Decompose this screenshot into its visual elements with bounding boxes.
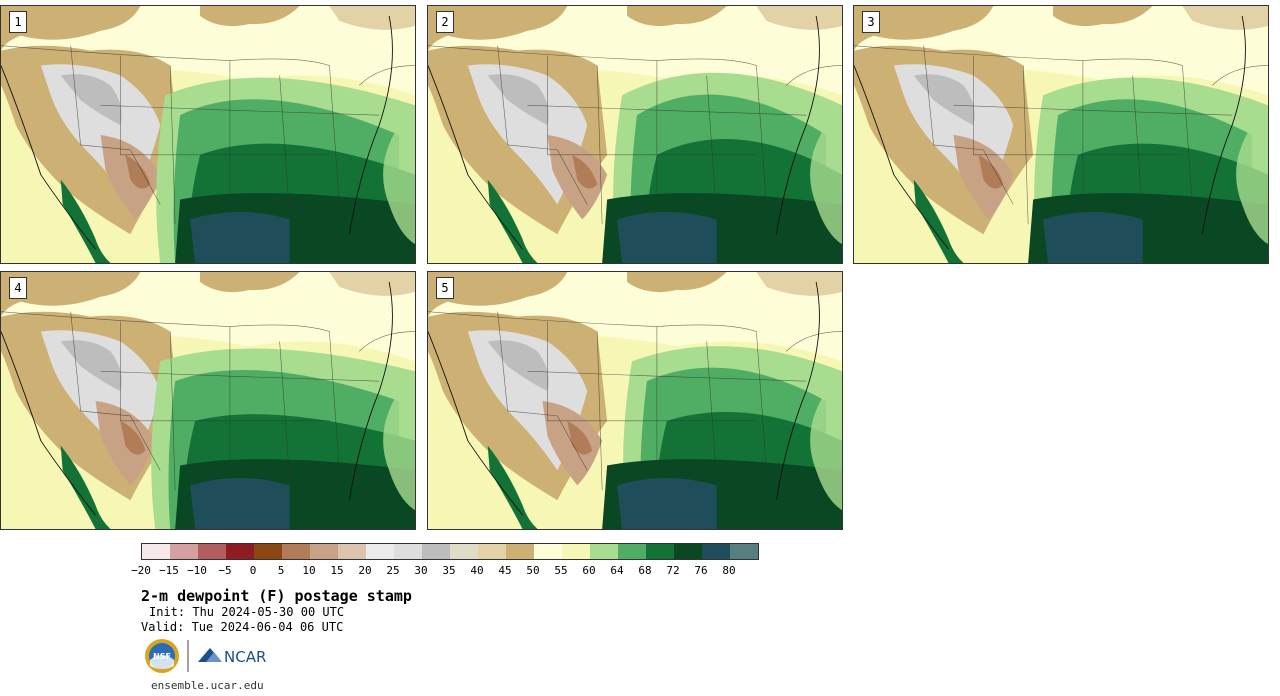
panel-number-label: 1	[9, 11, 27, 33]
colorbar-swatch	[422, 544, 450, 559]
colorbar-tick-label: 55	[554, 564, 568, 577]
map-panel-4[interactable]: 4	[0, 271, 416, 530]
colorbar-swatch	[450, 544, 478, 559]
chart-title: 2-m dewpoint (F) postage stamp	[141, 587, 412, 605]
colorbar-swatch	[618, 544, 646, 559]
colorbar-swatch	[338, 544, 366, 559]
colorbar-swatch	[590, 544, 618, 559]
ncar-wordmark: NCAR	[224, 648, 266, 666]
colorbar-tick-label: 80	[722, 564, 736, 577]
colorbar-tick-label: 5	[277, 564, 285, 577]
colorbar-swatch	[170, 544, 198, 559]
colorbar-tick-label: 72	[666, 564, 680, 577]
map-panel-1[interactable]: 1	[0, 5, 416, 264]
colorbar-swatch	[254, 544, 282, 559]
map-panel-2[interactable]: 2	[427, 5, 843, 264]
nsf-globe-icon: NSF	[145, 639, 179, 673]
colorbar-swatch	[310, 544, 338, 559]
colorbar-tick-label: 60	[582, 564, 596, 577]
dewpoint-map-5	[428, 272, 842, 529]
colorbar-tick-label: 0	[249, 564, 257, 577]
panel-number-label: 4	[9, 277, 27, 299]
nsf-wordmark: NSF	[153, 652, 171, 661]
colorbar-tick-label: 35	[442, 564, 456, 577]
colorbar-tick-label: 10	[302, 564, 316, 577]
colorbar-swatch	[226, 544, 254, 559]
colorbar-tick-label: 76	[694, 564, 708, 577]
colorbar-tick-label: 68	[638, 564, 652, 577]
panel-number-label: 5	[436, 277, 454, 299]
valid-time: Valid: Tue 2024-06-04 06 UTC	[141, 620, 344, 634]
colorbar-swatch	[478, 544, 506, 559]
colorbar-tick-label: 50	[526, 564, 540, 577]
colorbar-swatch	[394, 544, 422, 559]
colorbar-swatch	[366, 544, 394, 559]
colorbar-tick-label: 30	[414, 564, 428, 577]
map-panel-3[interactable]: 3	[853, 5, 1269, 264]
dewpoint-map-3	[854, 6, 1268, 263]
colorbar-swatch	[506, 544, 534, 559]
colorbar-tick-label: 20	[358, 564, 372, 577]
ncar-mark-icon: NCAR	[198, 648, 266, 666]
dewpoint-map-1	[1, 6, 415, 263]
dewpoint-map-2	[428, 6, 842, 263]
colorbar-swatch	[198, 544, 226, 559]
colorbar-tick-label: 40	[470, 564, 484, 577]
init-time: Init: Thu 2024-05-30 00 UTC	[149, 605, 345, 619]
colorbar-tick-label: −15	[159, 564, 179, 577]
colorbar-tick-label: 64	[610, 564, 624, 577]
colorbar-tick-label: −20	[131, 564, 151, 577]
colorbar-tick-label: 15	[330, 564, 344, 577]
panel-number-label: 2	[436, 11, 454, 33]
colorbar-swatch	[534, 544, 562, 559]
colorbar-swatch	[674, 544, 702, 559]
site-url: ensemble.ucar.edu	[151, 679, 264, 692]
colorbar-swatch	[730, 544, 758, 559]
colorbar-swatch	[282, 544, 310, 559]
panel-number-label: 3	[862, 11, 880, 33]
colorbar-swatch	[646, 544, 674, 559]
colorbar-tick-label: 45	[498, 564, 512, 577]
colorbar-swatch	[562, 544, 590, 559]
dewpoint-colorbar	[141, 543, 759, 560]
colorbar-swatch	[702, 544, 730, 559]
colorbar-tick-label: 25	[386, 564, 400, 577]
colorbar-swatch	[142, 544, 170, 559]
dewpoint-map-4	[1, 272, 415, 529]
map-panel-5[interactable]: 5	[427, 271, 843, 530]
sponsor-logos: NSF NCAR	[145, 639, 266, 673]
colorbar-tick-label: −5	[218, 564, 232, 577]
colorbar-tick-label: −10	[187, 564, 207, 577]
